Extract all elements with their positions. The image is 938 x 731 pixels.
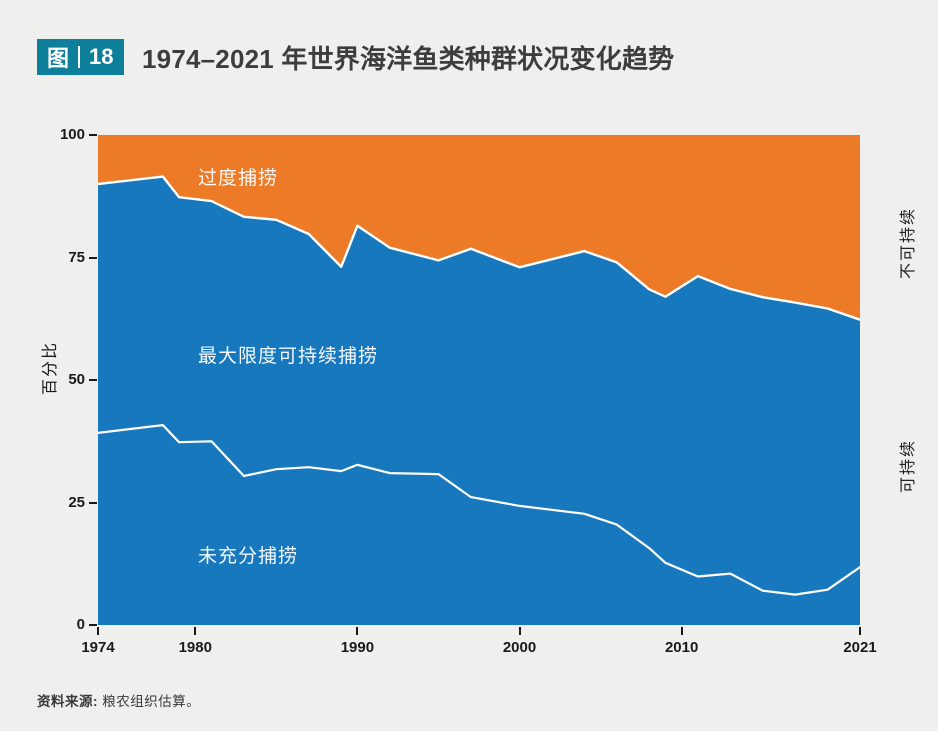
figure-badge-number: 18 xyxy=(89,44,114,69)
source-label: 资料来源: xyxy=(37,694,98,709)
x-tick-label: 2010 xyxy=(664,639,699,656)
x-tick-mark xyxy=(518,627,521,635)
x-tick-label: 1980 xyxy=(178,639,212,656)
x-tick-label: 1974 xyxy=(81,639,115,656)
y-tick-mark xyxy=(89,624,97,626)
right-label-sustainable: 可持续 xyxy=(900,438,917,494)
x-tick-mark xyxy=(356,627,359,635)
right-label-unsustainable: 不可持续 xyxy=(900,206,917,280)
x-tick-mark xyxy=(97,627,99,635)
sustainable-boundary-line xyxy=(98,175,860,321)
area-label-underfished: 未充分捕捞 xyxy=(198,546,299,567)
figure-badge-word: 图 xyxy=(47,46,70,71)
source-text: 粮农组织估算。 xyxy=(98,694,201,709)
y-tick-mark xyxy=(89,379,97,381)
x-tick-mark xyxy=(859,627,861,635)
sustainable-area xyxy=(98,176,860,625)
x-tick-label: 2000 xyxy=(502,639,537,656)
source-note: 资料来源: 粮农组织估算。 xyxy=(37,690,200,710)
x-tick-label: 2021 xyxy=(843,639,877,656)
y-tick-label: 50 xyxy=(68,371,85,388)
y-tick-label: 75 xyxy=(68,248,85,266)
area-label-overfished: 过度捕捞 xyxy=(198,168,279,189)
x-tick-mark xyxy=(194,627,197,635)
figure-number-badge: 图 18 xyxy=(37,39,124,75)
y-tick-mark xyxy=(89,134,97,136)
stacked-area-chart xyxy=(98,135,860,625)
badge-divider xyxy=(78,46,81,68)
x-tick-label: 1990 xyxy=(340,639,375,656)
y-tick-label: 25 xyxy=(68,493,85,511)
y-tick-mark xyxy=(89,256,97,259)
area-label-maximally-sustainably-fished: 最大限度可持续捕捞 xyxy=(198,346,379,367)
y-tick-mark xyxy=(89,501,97,504)
figure-title: 1974–2021 年世界海洋鱼类种群状况变化趋势 xyxy=(142,43,675,74)
x-tick-mark xyxy=(680,627,683,635)
y-tick-label: 0 xyxy=(76,616,85,633)
plot-area xyxy=(98,135,860,625)
y-tick-label: 100 xyxy=(59,126,85,143)
underfished-boundary-line xyxy=(98,424,860,596)
